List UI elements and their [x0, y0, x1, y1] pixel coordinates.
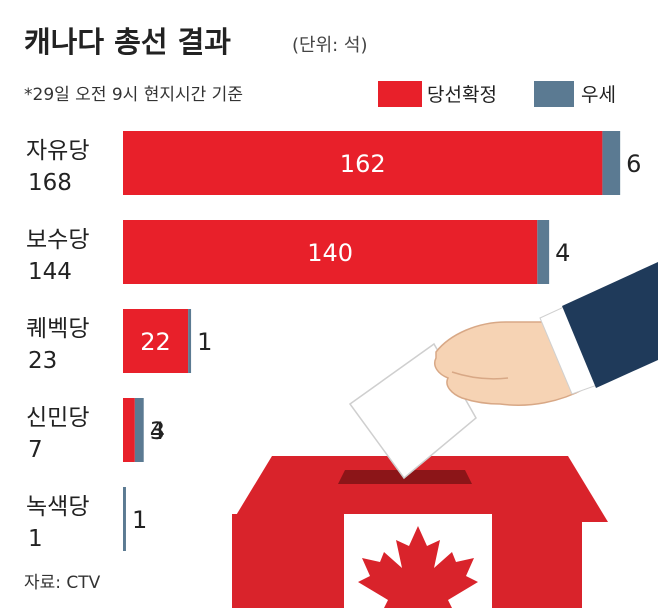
- bar-label-confirmed: 140: [307, 239, 353, 267]
- bar-confirmed: [123, 398, 135, 462]
- party-total: 23: [28, 348, 57, 374]
- legend-swatch-confirmed: [378, 81, 422, 107]
- party-name: 신민당: [26, 405, 89, 431]
- bar-label-confirmed: 162: [340, 150, 386, 178]
- bar-label-confirmed: 4: [150, 417, 165, 445]
- bar-confirmed: [123, 131, 603, 195]
- chart-note: *29일 오전 9시 현지시간 기준: [24, 85, 243, 105]
- bar-leading: [134, 398, 144, 462]
- party-total: 1: [28, 526, 43, 552]
- party-name: 보수당: [26, 227, 89, 253]
- hand-icon: [434, 321, 587, 406]
- chart-source: 자료: CTV: [24, 573, 101, 593]
- ballot-box-side-left: [232, 514, 344, 608]
- bar-label-leading: 1: [132, 506, 147, 534]
- legend-label-confirmed: 당선확정: [427, 84, 497, 106]
- bar-leading: [123, 487, 126, 551]
- maple-leaf-icon: [358, 526, 478, 608]
- party-name: 녹색당: [26, 494, 89, 520]
- ballot-box-side-right: [492, 514, 582, 608]
- legend-swatch-leading: [534, 81, 574, 107]
- party-total: 7: [28, 437, 43, 463]
- bar-label-confirmed: 22: [140, 328, 171, 356]
- bar-label-leading: 3: [150, 417, 165, 445]
- ballot-illustration: [232, 262, 658, 608]
- hand-finger-line: [451, 371, 509, 380]
- unit-label: (단위: 석): [292, 35, 368, 56]
- bar-label-leading: 6: [626, 150, 641, 178]
- bar-leading: [188, 309, 192, 373]
- ballot-paper: [348, 342, 477, 480]
- party-total: 168: [28, 170, 72, 196]
- suit-sleeve: [562, 262, 658, 388]
- legend-label-leading: 우세: [581, 84, 616, 106]
- party-name: 자유당: [26, 138, 89, 164]
- ballot-box-lid: [232, 456, 608, 522]
- legend: 당선확정 우세: [378, 81, 616, 107]
- party-name: 퀘벡당: [26, 316, 89, 342]
- bar-confirmed: [123, 220, 538, 284]
- bar-label-leading: 1: [197, 328, 212, 356]
- bar-confirmed: [123, 309, 189, 373]
- party-total: 144: [28, 259, 72, 285]
- bar-leading: [602, 131, 621, 195]
- chart-title: 캐나다 총선 결과: [24, 25, 231, 59]
- bar-leading: [537, 220, 550, 284]
- bar-label-leading: 4: [555, 239, 570, 267]
